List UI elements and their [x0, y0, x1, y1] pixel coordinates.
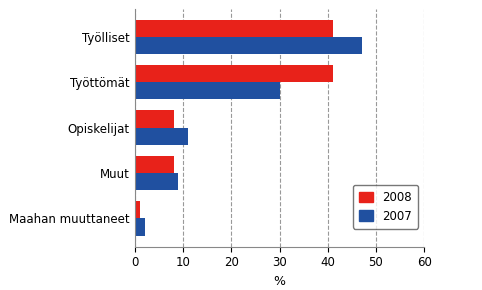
Legend: 2008, 2007: 2008, 2007	[353, 185, 418, 229]
Bar	[135, 128, 188, 145]
Bar	[135, 156, 174, 173]
X-axis label: %: %	[274, 275, 285, 288]
Bar	[135, 218, 145, 236]
Bar	[135, 19, 333, 37]
Bar	[135, 110, 174, 128]
Bar	[135, 173, 178, 190]
Bar	[135, 82, 280, 99]
Bar	[135, 37, 362, 54]
Bar	[135, 201, 140, 218]
Bar	[135, 65, 333, 82]
